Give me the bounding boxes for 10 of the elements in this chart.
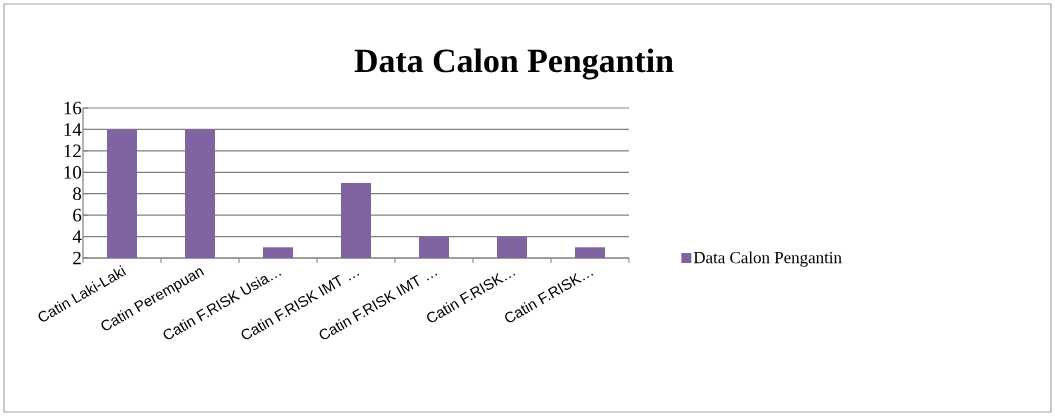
y-tick-label: 16 <box>64 101 82 115</box>
y-tick-label: 10 <box>64 165 82 179</box>
y-tick-label: 4 <box>72 230 82 243</box>
y-tick-label: 6 <box>73 208 82 222</box>
y-tick-label: 14 <box>64 123 82 136</box>
y-tick-label: 8 <box>73 187 82 201</box>
y-tick-label: 2 <box>73 251 81 265</box>
legend-label: Data Calon Pengantin <box>693 251 842 267</box>
chart-title: Data Calon Pengantin <box>354 48 674 80</box>
y-tick-label: 12 <box>64 144 81 158</box>
